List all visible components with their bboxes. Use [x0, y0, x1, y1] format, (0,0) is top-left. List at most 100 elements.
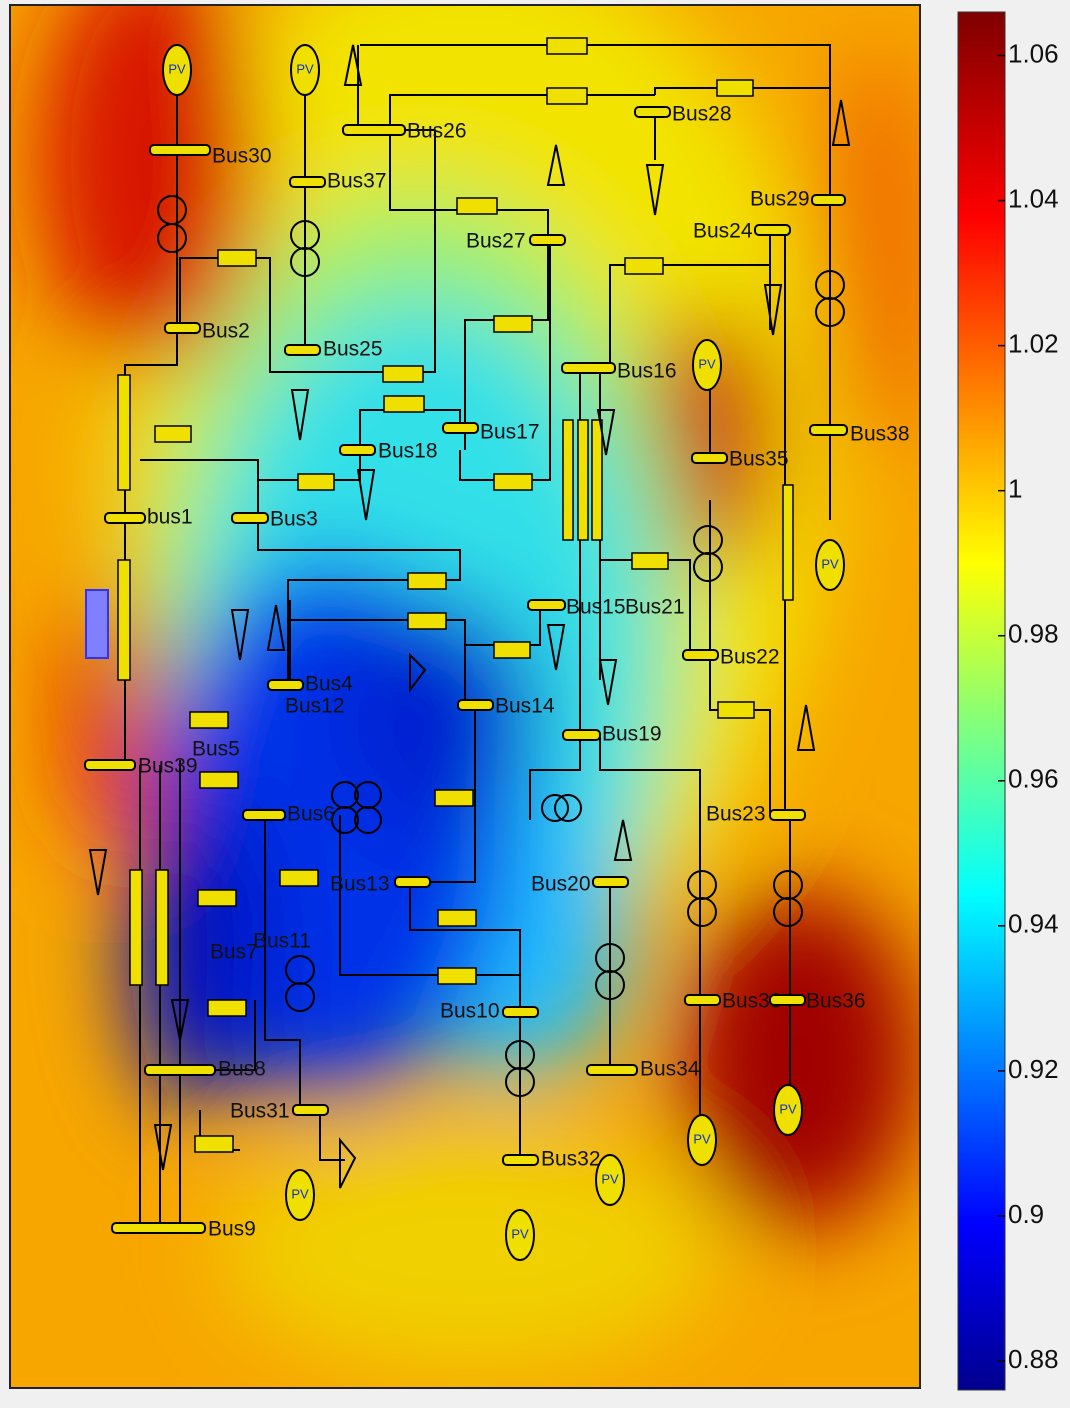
- generator-label: PV: [296, 61, 314, 76]
- bus-bar: [586, 1064, 638, 1076]
- colorbar-tick-label: 0.9: [1008, 1199, 1044, 1229]
- generator-label: PV: [291, 1186, 309, 1201]
- bus-bar: [769, 809, 806, 821]
- bus-label: Bus39: [138, 755, 198, 778]
- generator-label: PV: [698, 356, 716, 371]
- generator: [285, 1169, 315, 1221]
- bus-bar: [84, 759, 136, 771]
- bus-label: Bus37: [327, 170, 387, 193]
- bus-label: Bus20: [531, 873, 591, 896]
- generator: [815, 539, 845, 591]
- bus-bar: [561, 362, 616, 374]
- bus-bar: [394, 876, 431, 888]
- bus-label: Bus36: [806, 990, 866, 1013]
- generator: [687, 1114, 717, 1166]
- bus-bar: [502, 1006, 539, 1018]
- colorbar-ticks: 0.88 0.9 0.92 0.94 0.96 0.98 1 1.02 1.04 1.06: [998, 38, 1059, 1374]
- colorbar-tick-label: 0.94: [1008, 909, 1059, 939]
- plot-frame: [9, 4, 921, 1389]
- bus-label: Bus22: [720, 646, 780, 669]
- bus-label: Bus2: [202, 320, 250, 343]
- bus-label: Bus11: [253, 930, 311, 953]
- bus-label: Bus18: [378, 440, 438, 463]
- bus-bar: [242, 809, 286, 821]
- bus-bar: [809, 424, 848, 436]
- generator-label: PV: [821, 556, 839, 571]
- generator: [692, 339, 722, 391]
- bus-label: Bus14: [495, 695, 555, 718]
- bus-label: Bus6: [287, 803, 335, 826]
- bus-label: Bus33: [722, 990, 782, 1013]
- bus-bar: [684, 994, 721, 1006]
- bus-label: Bus23: [706, 803, 766, 826]
- colorbar-tick-label: 1.04: [1008, 183, 1059, 213]
- bus-bar: [267, 679, 304, 691]
- bus-bar: [104, 512, 146, 524]
- bus-bar: [529, 234, 566, 246]
- bus-bar: [527, 599, 566, 611]
- bus-bar: [634, 106, 671, 118]
- colorbar-tick-label: 0.88: [1008, 1344, 1059, 1374]
- bus-label: Bus25: [323, 338, 383, 361]
- bus-label: Bus29: [750, 188, 810, 211]
- bus-bar: [811, 194, 846, 206]
- colorbar-tick-label: 0.96: [1008, 764, 1059, 794]
- bus-label: Bus19: [602, 723, 662, 746]
- bus-bar: [144, 1064, 216, 1076]
- bus-bar: [442, 422, 479, 434]
- loads: [88, 44, 851, 1189]
- bus-bar: [149, 144, 211, 156]
- bus-label: Bus16: [617, 360, 677, 383]
- generator: [290, 44, 320, 96]
- bus-bar: [457, 699, 494, 711]
- bus-label: Bus26: [407, 120, 467, 143]
- bus-label: Bus30: [212, 145, 272, 168]
- bus-label: Bus31: [230, 1100, 290, 1123]
- generator-label: PV: [693, 1131, 711, 1146]
- bus-label: Bus13: [330, 873, 390, 896]
- bus-label: Bus27: [466, 230, 526, 253]
- bus-label: Bus38: [850, 423, 910, 446]
- colorbar-tick-label: 0.98: [1008, 619, 1059, 649]
- bus-label: Bus5: [192, 738, 240, 761]
- bus-bar: [111, 1222, 206, 1234]
- bus-bar: [339, 444, 376, 456]
- bus-label: Bus9: [208, 1218, 256, 1241]
- colorbar: [957, 11, 1006, 1391]
- bus-label: Bus15: [566, 596, 626, 619]
- bus-bar: [691, 452, 728, 464]
- bus-bar: [164, 322, 201, 334]
- bus-label: Bus24: [693, 220, 753, 243]
- bus-label: Bus32: [541, 1148, 601, 1171]
- generator: [595, 1154, 625, 1206]
- generator-label: PV: [168, 61, 186, 76]
- bus-bar: [754, 224, 791, 236]
- colorbar-tick-label: 1.06: [1008, 38, 1059, 68]
- bus-label: Bus3: [270, 508, 318, 531]
- colorbar-tick-label: 1: [1008, 474, 1022, 504]
- bus-bar: [682, 649, 719, 661]
- bus-label: Bus28: [672, 103, 732, 126]
- bus-bar: [562, 729, 601, 741]
- bus-bar: [592, 876, 629, 888]
- bus-bar: [284, 344, 321, 356]
- bus-label: Bus7: [210, 941, 258, 964]
- bus-label: Bus8: [218, 1058, 266, 1081]
- bus-label: Bus17: [480, 421, 540, 444]
- bus-label: Bus10: [440, 1000, 500, 1023]
- branch-elements: [117, 37, 794, 1153]
- bus-bar: [292, 1104, 329, 1116]
- generator-label: PV: [511, 1226, 529, 1241]
- bus-bar: [342, 124, 406, 136]
- generator: [505, 1209, 535, 1261]
- bus-bar: [289, 176, 326, 188]
- generator: [162, 44, 192, 96]
- generators: PV PV PV PV PV PV PV PV PV: [162, 44, 845, 1261]
- colorbar-tick-label: 1.02: [1008, 328, 1059, 358]
- colorbar-tick-label: 0.92: [1008, 1054, 1059, 1084]
- generator-label: PV: [601, 1171, 619, 1186]
- generator: [773, 1084, 803, 1136]
- bus-label: Bus4: [305, 673, 353, 696]
- bus-label: bus1: [147, 506, 193, 529]
